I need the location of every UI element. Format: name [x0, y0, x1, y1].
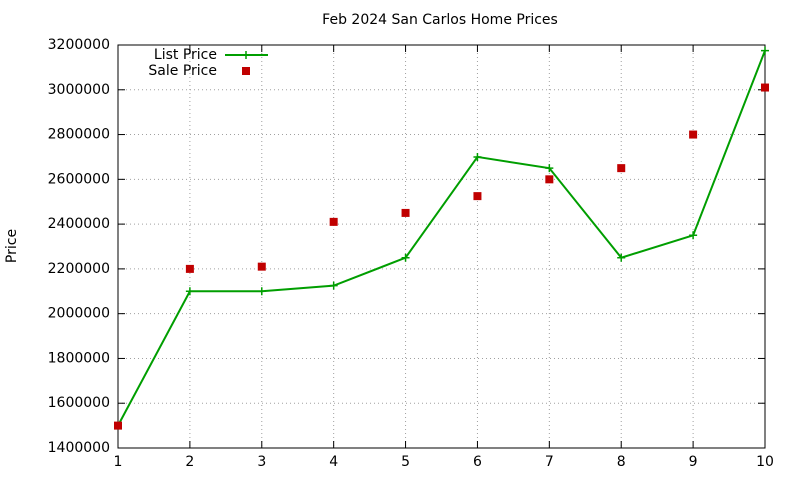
x-tick-label: 9	[689, 454, 698, 470]
y-tick-label: 3200000	[48, 37, 110, 53]
y-tick-label: 1400000	[48, 440, 110, 456]
point-marker	[329, 281, 338, 290]
x-tick-label: 5	[401, 454, 410, 470]
series-line	[117, 50, 766, 427]
x-tick-label: 8	[617, 454, 626, 470]
x-tick-label: 4	[329, 454, 338, 470]
point-marker	[114, 421, 122, 430]
point-marker	[473, 152, 482, 161]
point-marker	[689, 130, 698, 139]
point-marker	[242, 67, 250, 75]
point-marker	[473, 192, 482, 201]
point-marker	[761, 46, 769, 55]
y-tick-label: 2600000	[48, 171, 110, 187]
plot-border	[117, 44, 766, 449]
point-marker	[257, 287, 266, 296]
y-tick-label: 2400000	[48, 216, 110, 232]
chart-title: Feb 2024 San Carlos Home Prices	[322, 12, 558, 28]
x-tick-label: 6	[473, 454, 482, 470]
point-marker	[401, 208, 410, 217]
y-tick-label: 2800000	[48, 127, 110, 143]
x-tick-label: 3	[257, 454, 266, 470]
y-tick-label: 2000000	[48, 306, 110, 322]
point-marker	[617, 253, 626, 262]
y-tick-label: 1600000	[48, 395, 110, 411]
point-marker	[545, 164, 554, 173]
legend-label: List Price	[154, 47, 217, 63]
point-marker	[185, 264, 194, 273]
y-tick-label: 1800000	[48, 350, 110, 366]
y-axis-label: Price	[4, 229, 20, 263]
point-marker	[329, 217, 338, 226]
point-marker	[617, 164, 626, 173]
y-tick-label: 2200000	[48, 261, 110, 277]
y-tick-label: 3000000	[48, 82, 110, 98]
x-tick-label: 1	[114, 454, 123, 470]
point-marker	[401, 253, 410, 262]
point-marker	[185, 287, 194, 296]
x-tick-label: 10	[756, 454, 774, 470]
point-marker	[257, 262, 266, 271]
point-marker	[545, 175, 554, 184]
point-marker	[689, 231, 698, 240]
point-marker	[761, 83, 769, 92]
x-tick-label: 7	[545, 454, 554, 470]
x-tick-label: 2	[185, 454, 194, 470]
point-marker	[242, 51, 250, 59]
legend-label: Sale Price	[148, 63, 217, 79]
